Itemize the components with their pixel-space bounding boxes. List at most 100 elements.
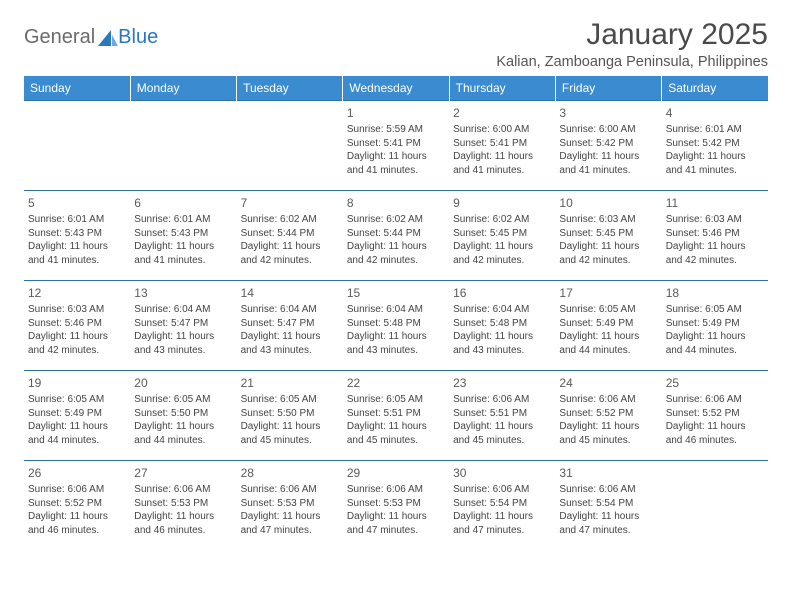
sunset-line: Sunset: 5:52 PM [28, 497, 126, 511]
daylight-line: Daylight: 11 hours and 44 minutes. [28, 420, 126, 447]
calendar-day-cell: 12Sunrise: 6:03 AMSunset: 5:46 PMDayligh… [24, 281, 130, 371]
day-number: 19 [28, 375, 126, 391]
day-number: 20 [134, 375, 232, 391]
day-info: Sunrise: 6:06 AMSunset: 5:54 PMDaylight:… [453, 483, 551, 537]
day-info: Sunrise: 6:01 AMSunset: 5:42 PMDaylight:… [666, 123, 764, 177]
brand-word-general: General [24, 26, 95, 49]
calendar-day-cell: 21 Sunrise: 6:05 AMSunset: 5:50 PMDayligh… [237, 371, 343, 461]
sunrise-line: Sunrise: 6:03 AM [28, 303, 126, 317]
calendar-day-cell: 8Sunrise: 6:02 AMSunset: 5:44 PMDaylight… [343, 191, 449, 281]
day-info: Sunrise: 6:02 AMSunset: 5:45 PMDaylight:… [453, 213, 551, 267]
sunset-line: Sunset: 5:49 PM [666, 317, 764, 331]
sunset-line: Sunset: 5:44 PM [347, 227, 445, 241]
calendar-day-cell: 23 Sunrise: 6:06 AMSunset: 5:51 PMDayligh… [449, 371, 555, 461]
day-number: 7 [241, 195, 339, 211]
day-number: 3 [559, 105, 657, 121]
weekday-header: Friday [555, 76, 661, 101]
daylight-line: Daylight: 11 hours and 41 minutes. [559, 150, 657, 177]
daylight-line: Daylight: 11 hours and 41 minutes. [666, 150, 764, 177]
calendar-day-cell: 15Sunrise: 6:04 AMSunset: 5:48 PMDayligh… [343, 281, 449, 371]
calendar-day-cell [662, 461, 768, 551]
sunrise-line: Sunrise: 6:01 AM [28, 213, 126, 227]
sunset-line: Sunset: 5:43 PM [134, 227, 232, 241]
sunset-line: Sunset: 5:42 PM [666, 137, 764, 151]
day-info: Sunrise: 6:05 AMSunset: 5:50 PMDaylight:… [241, 393, 339, 447]
sunrise-line: Sunrise: 6:05 AM [559, 303, 657, 317]
sunrise-line: Sunrise: 6:02 AM [347, 213, 445, 227]
daylight-line: Daylight: 11 hours and 45 minutes. [453, 420, 551, 447]
sunrise-line: Sunrise: 6:00 AM [453, 123, 551, 137]
daylight-line: Daylight: 11 hours and 41 minutes. [347, 150, 445, 177]
sunrise-line: Sunrise: 6:02 AM [241, 213, 339, 227]
sunrise-line: Sunrise: 6:01 AM [134, 213, 232, 227]
daylight-line: Daylight: 11 hours and 42 minutes. [453, 240, 551, 267]
sunset-line: Sunset: 5:47 PM [134, 317, 232, 331]
daylight-line: Daylight: 11 hours and 45 minutes. [241, 420, 339, 447]
day-number: 17 [559, 285, 657, 301]
day-number: 1 [347, 105, 445, 121]
day-number: 23 [453, 375, 551, 391]
daylight-line: Daylight: 11 hours and 44 minutes. [559, 330, 657, 357]
calendar-day-cell: 25Sunrise: 6:06 AMSunset: 5:52 PMDayligh… [662, 371, 768, 461]
day-info: Sunrise: 6:04 AMSunset: 5:47 PMDaylight:… [241, 303, 339, 357]
calendar-day-cell: 4Sunrise: 6:01 AMSunset: 5:42 PMDaylight… [662, 101, 768, 191]
sunrise-line: Sunrise: 6:06 AM [347, 483, 445, 497]
day-info: Sunrise: 6:01 AMSunset: 5:43 PMDaylight:… [134, 213, 232, 267]
sunset-line: Sunset: 5:53 PM [134, 497, 232, 511]
sunset-line: Sunset: 5:45 PM [453, 227, 551, 241]
daylight-line: Daylight: 11 hours and 43 minutes. [453, 330, 551, 357]
sunset-line: Sunset: 5:46 PM [28, 317, 126, 331]
day-number: 10 [559, 195, 657, 211]
sunrise-line: Sunrise: 6:06 AM [453, 393, 551, 407]
day-info: Sunrise: 6:06 AMSunset: 5:53 PMDaylight:… [134, 483, 232, 537]
sunset-line: Sunset: 5:52 PM [666, 407, 764, 421]
sunrise-line: Sunrise: 6:06 AM [134, 483, 232, 497]
day-info: Sunrise: 6:06 AMSunset: 5:53 PMDaylight:… [241, 483, 339, 537]
calendar-table: SundayMondayTuesdayWednesdayThursdayFrid… [24, 76, 768, 551]
day-info: Sunrise: 6:02 AMSunset: 5:44 PMDaylight:… [241, 213, 339, 267]
sunrise-line: Sunrise: 6:05 AM [134, 393, 232, 407]
sunset-line: Sunset: 5:42 PM [559, 137, 657, 151]
sunset-line: Sunset: 5:41 PM [453, 137, 551, 151]
sunrise-line: Sunrise: 6:04 AM [347, 303, 445, 317]
calendar-week-row: 19Sunrise: 6:05 AMSunset: 5:49 PMDayligh… [24, 371, 768, 461]
daylight-line: Daylight: 11 hours and 44 minutes. [666, 330, 764, 357]
day-number: 24 [559, 375, 657, 391]
sunset-line: Sunset: 5:48 PM [347, 317, 445, 331]
sunset-line: Sunset: 5:48 PM [453, 317, 551, 331]
sunrise-line: Sunrise: 6:05 AM [28, 393, 126, 407]
calendar-week-row: 1Sunrise: 5:59 AMSunset: 5:41 PMDaylight… [24, 101, 768, 191]
weekday-header: Sunday [24, 76, 130, 101]
daylight-line: Daylight: 11 hours and 42 minutes. [241, 240, 339, 267]
sunset-line: Sunset: 5:52 PM [559, 407, 657, 421]
calendar-day-cell: 28Sunrise: 6:06 AMSunset: 5:53 PMDayligh… [237, 461, 343, 551]
daylight-line: Daylight: 11 hours and 42 minutes. [559, 240, 657, 267]
title-block: January 2025 Kalian, Zamboanga Peninsula… [496, 18, 768, 70]
daylight-line: Daylight: 11 hours and 42 minutes. [28, 330, 126, 357]
sunset-line: Sunset: 5:45 PM [559, 227, 657, 241]
day-number: 8 [347, 195, 445, 211]
calendar-day-cell: 18Sunrise: 6:05 AMSunset: 5:49 PMDayligh… [662, 281, 768, 371]
daylight-line: Daylight: 11 hours and 41 minutes. [134, 240, 232, 267]
calendar-week-row: 12Sunrise: 6:03 AMSunset: 5:46 PMDayligh… [24, 281, 768, 371]
sunset-line: Sunset: 5:51 PM [347, 407, 445, 421]
day-number: 15 [347, 285, 445, 301]
sunrise-line: Sunrise: 6:05 AM [666, 303, 764, 317]
day-info: Sunrise: 6:06 AMSunset: 5:53 PMDaylight:… [347, 483, 445, 537]
daylight-line: Daylight: 11 hours and 43 minutes. [241, 330, 339, 357]
day-info: Sunrise: 6:06 AMSunset: 5:51 PMDaylight:… [453, 393, 551, 447]
day-info: Sunrise: 6:03 AMSunset: 5:46 PMDaylight:… [666, 213, 764, 267]
sunrise-line: Sunrise: 6:05 AM [241, 393, 339, 407]
daylight-line: Daylight: 11 hours and 47 minutes. [559, 510, 657, 537]
daylight-line: Daylight: 11 hours and 47 minutes. [241, 510, 339, 537]
brand-word-blue: Blue [118, 26, 158, 49]
day-info: Sunrise: 6:06 AMSunset: 5:52 PMDaylight:… [666, 393, 764, 447]
sunrise-line: Sunrise: 6:03 AM [666, 213, 764, 227]
header: General Blue January 2025 Kalian, Zamboa… [24, 18, 768, 70]
sunrise-line: Sunrise: 6:00 AM [559, 123, 657, 137]
daylight-line: Daylight: 11 hours and 42 minutes. [666, 240, 764, 267]
sunset-line: Sunset: 5:53 PM [241, 497, 339, 511]
location-subtitle: Kalian, Zamboanga Peninsula, Philippines [496, 54, 768, 70]
day-number: 16 [453, 285, 551, 301]
day-number: 21 [241, 375, 339, 391]
